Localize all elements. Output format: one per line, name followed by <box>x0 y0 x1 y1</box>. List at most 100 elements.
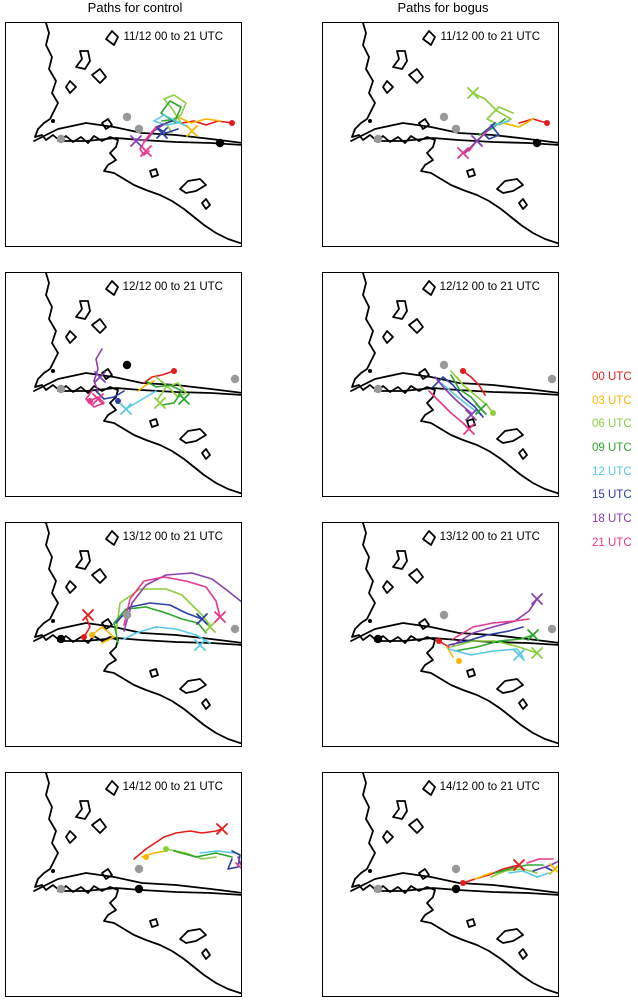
legend-item-00: 00 UTC <box>592 371 632 383</box>
legend-item-06: 06 UTC <box>592 418 632 431</box>
track-start-marker <box>163 846 169 852</box>
legend-item-15: 15 UTC <box>592 489 632 502</box>
track-line <box>135 122 167 142</box>
track-start-marker <box>89 632 95 638</box>
legend-item-21: 21 UTC <box>592 536 632 549</box>
track-line <box>502 118 534 128</box>
track-line <box>199 850 235 854</box>
station-marker <box>439 360 449 370</box>
station-marker <box>134 884 144 894</box>
track-paths <box>373 87 550 159</box>
track-line <box>145 380 183 406</box>
track-end-marker <box>156 127 168 139</box>
panel-title: 14/12 00 to 21 UTC <box>122 781 223 793</box>
panel-bogus-11-12: 11/12 00 to 21 UTC <box>322 22 559 247</box>
track-end-marker <box>140 145 152 157</box>
panel-control-14-12: 14/12 00 to 21 UTC <box>5 772 242 997</box>
track-line <box>452 618 530 640</box>
track-line <box>113 606 207 644</box>
track-line <box>450 374 482 410</box>
station-marker <box>56 384 66 394</box>
panel-title: 12/12 00 to 21 UTC <box>122 281 223 293</box>
legend-item-18: 18 UTC <box>592 513 632 526</box>
track-end-marker <box>130 135 142 147</box>
track-end-marker <box>475 403 487 415</box>
panel-title: 13/12 00 to 21 UTC <box>439 531 540 543</box>
station-marker <box>230 374 240 384</box>
track-paths <box>373 360 557 435</box>
track-start-marker <box>460 368 466 374</box>
track-line <box>432 376 484 418</box>
station-marker <box>532 138 542 148</box>
track-line <box>227 850 241 870</box>
track-line <box>440 382 482 416</box>
station-marker <box>215 138 225 148</box>
track-start-marker <box>490 410 496 416</box>
track-paths <box>56 823 241 894</box>
coastline-map <box>350 23 558 245</box>
panel-title: 12/12 00 to 21 UTC <box>439 281 540 293</box>
station-marker <box>373 134 383 144</box>
track-line <box>123 576 221 626</box>
track-start-marker <box>436 638 442 644</box>
track-line <box>143 370 175 384</box>
track-paths <box>373 858 558 894</box>
track-end-marker <box>214 611 226 623</box>
track-line <box>139 126 157 156</box>
station-marker <box>439 112 449 122</box>
track-start-marker <box>81 634 87 640</box>
track-line <box>95 390 125 400</box>
coastline-map <box>33 523 241 745</box>
track-start-marker <box>171 368 177 374</box>
track-line <box>452 598 538 646</box>
legend-item-12: 12 UTC <box>592 465 632 478</box>
panel-control-11-12: 11/12 00 to 21 UTC <box>5 22 242 247</box>
track-end-marker <box>216 823 228 835</box>
track-end-marker <box>94 371 106 383</box>
track-line <box>450 370 494 414</box>
track-end-marker <box>467 87 479 99</box>
track-start-marker <box>544 120 550 126</box>
track-end-marker <box>531 647 543 659</box>
track-end-marker <box>465 409 477 421</box>
track-end-marker <box>82 609 94 621</box>
track-end-marker <box>527 629 539 641</box>
column-title-bogus: Paths for bogus <box>397 0 489 15</box>
panel-control-12-12: 12/12 00 to 21 UTC <box>5 272 242 497</box>
station-marker <box>439 610 449 620</box>
track-end-marker <box>186 125 198 137</box>
station-marker <box>122 360 132 370</box>
legend-item-03: 03 UTC <box>592 394 632 407</box>
track-start-marker <box>87 398 93 404</box>
station-marker <box>56 634 66 644</box>
track-start-marker <box>143 854 149 860</box>
track-line <box>462 370 486 396</box>
legend-item-09: 09 UTC <box>592 442 632 455</box>
station-marker <box>373 384 383 394</box>
track-end-marker <box>194 639 206 651</box>
track-line <box>434 376 472 414</box>
track-line <box>123 572 241 632</box>
panel-bogus-12-12: 12/12 00 to 21 UTC <box>322 272 559 497</box>
track-end-marker <box>178 393 190 405</box>
track-end-marker <box>463 423 475 435</box>
track-line <box>123 626 211 644</box>
station-marker <box>451 124 461 134</box>
track-line <box>472 92 514 126</box>
track-line <box>482 122 500 140</box>
track-start-marker <box>456 658 462 664</box>
station-marker <box>122 610 132 620</box>
track-line <box>450 640 538 654</box>
station-marker <box>451 884 461 894</box>
track-end-marker <box>549 863 558 875</box>
track-end-marker <box>154 397 166 409</box>
track-line <box>93 348 103 392</box>
track-line <box>237 856 241 867</box>
track-line <box>454 634 534 652</box>
track-end-marker <box>120 403 132 415</box>
station-marker <box>373 634 383 644</box>
station-marker <box>451 864 461 874</box>
track-paths <box>56 348 240 415</box>
track-end-marker <box>513 649 525 661</box>
time-legend: 00 UTC 03 UTC 06 UTC 09 UTC 12 UTC 15 UT… <box>592 369 632 559</box>
